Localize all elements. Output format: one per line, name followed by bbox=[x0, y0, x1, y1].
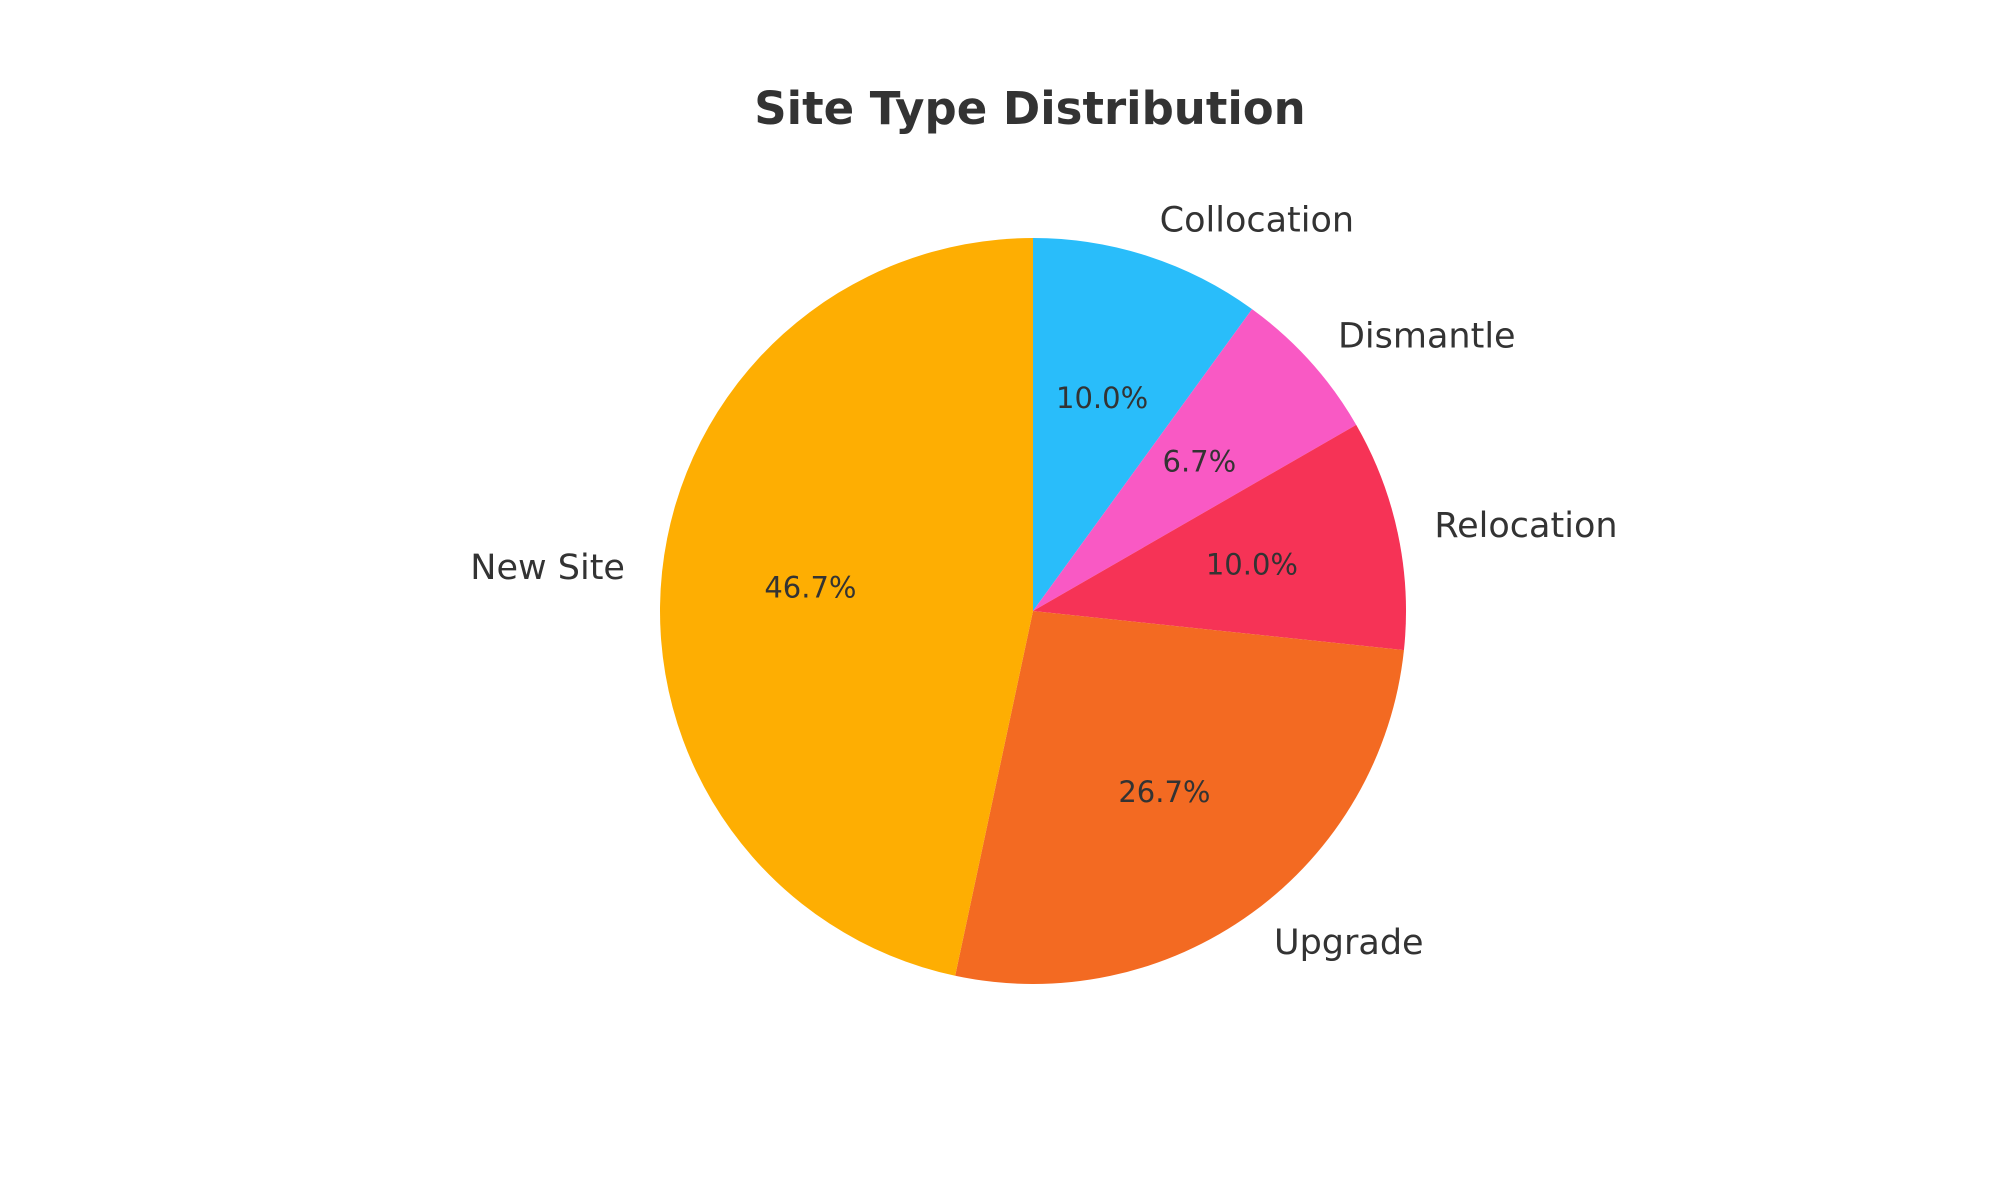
category-label-relocation: Relocation bbox=[1434, 506, 1617, 546]
pie-slice-upgrade bbox=[955, 611, 1404, 984]
percent-label-dismantle: 6.7% bbox=[1163, 444, 1237, 478]
percent-labels: 10.0% 6.7% 10.0% 26.7% 46.7% bbox=[764, 381, 1298, 809]
percent-label-collocation: 10.0% bbox=[1056, 381, 1148, 415]
chart-title: Site Type Distribution bbox=[754, 82, 1306, 135]
category-label-new-site: New Site bbox=[470, 548, 625, 588]
category-label-dismantle: Dismantle bbox=[1338, 317, 1516, 357]
category-labels: Collocation Dismantle Relocation Upgrade New… bbox=[470, 201, 1617, 963]
pie-slice-new-site bbox=[660, 238, 1033, 976]
percent-label-upgrade: 26.7% bbox=[1118, 775, 1210, 809]
percent-label-new-site: 46.7% bbox=[764, 571, 856, 605]
pie-slices bbox=[660, 238, 1406, 984]
category-label-collocation: Collocation bbox=[1160, 201, 1354, 241]
pie-slice-collocation bbox=[1033, 238, 1253, 611]
pie-slice-relocation bbox=[1033, 424, 1406, 651]
pie-slice-dismantle bbox=[1033, 309, 1357, 611]
percent-label-relocation: 10.0% bbox=[1206, 548, 1298, 582]
category-label-upgrade: Upgrade bbox=[1274, 923, 1424, 963]
